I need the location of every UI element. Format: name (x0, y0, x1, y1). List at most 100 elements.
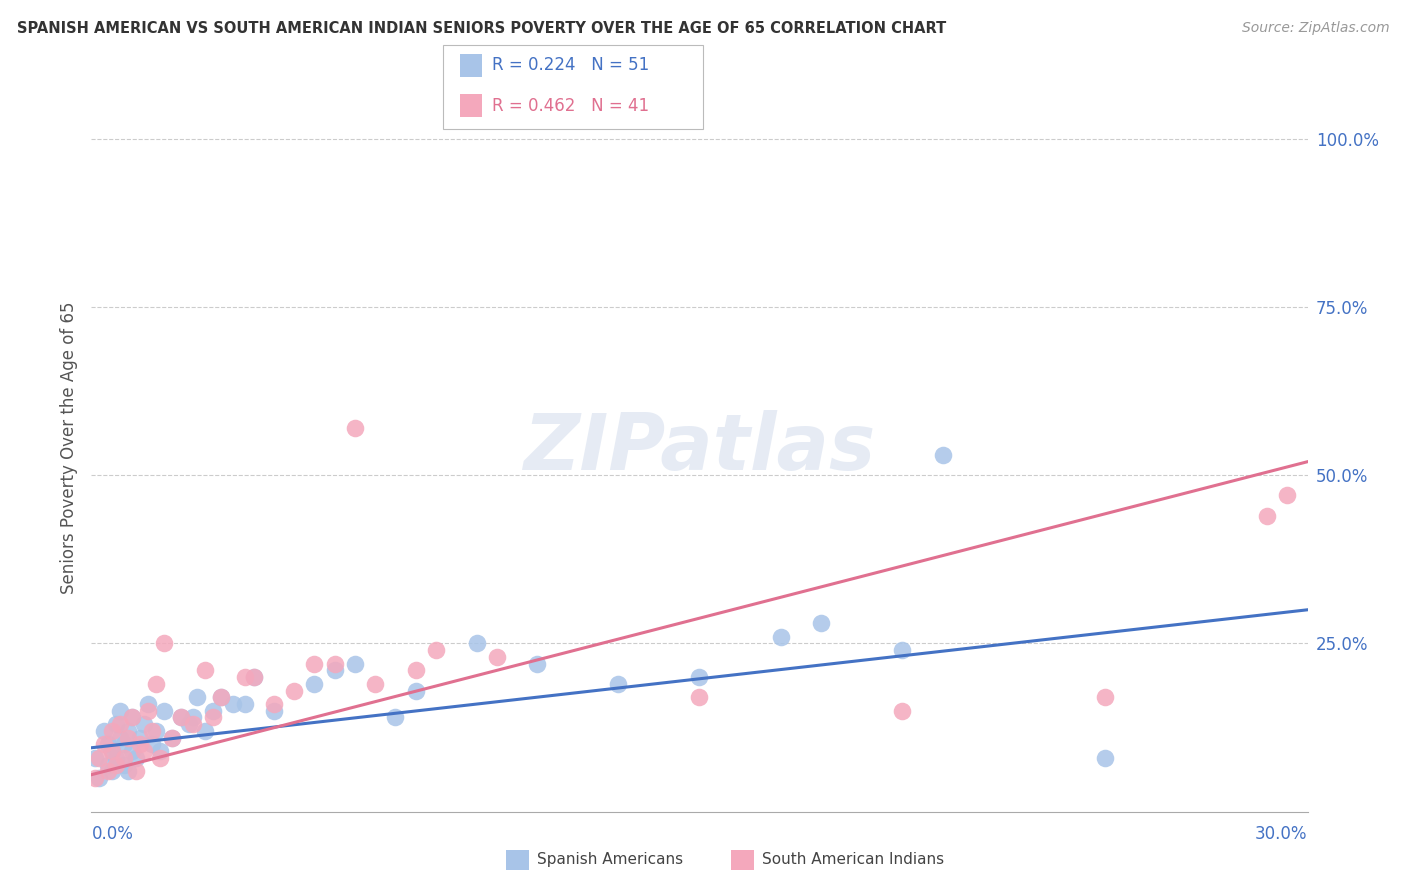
Point (84, 771, 107, 785)
Point (129, 731, 152, 745)
Point (1277, 488, 1299, 502)
Point (121, 744, 143, 758)
Point (323, 657, 346, 671)
Point (104, 751, 127, 765)
Point (235, 670, 257, 684)
Point (323, 664, 346, 678)
Point (93, 723, 115, 738)
Point (425, 643, 447, 657)
Point (100, 723, 122, 738)
Point (242, 670, 264, 684)
Point (209, 690, 232, 705)
Point (162, 731, 184, 745)
Point (112, 751, 135, 765)
Point (304, 657, 326, 671)
Point (129, 738, 152, 752)
Point (141, 738, 163, 752)
Point (343, 421, 366, 435)
Point (209, 690, 232, 705)
Point (384, 710, 406, 724)
Point (304, 677, 326, 691)
Point (145, 723, 167, 738)
Point (117, 723, 139, 738)
Point (364, 677, 387, 691)
Point (108, 731, 131, 745)
Point (169, 710, 191, 724)
Point (181, 717, 204, 731)
Point (121, 710, 143, 724)
Point (194, 723, 217, 738)
Point (121, 710, 143, 724)
Text: SPANISH AMERICAN VS SOUTH AMERICAN INDIAN SENIORS POVERTY OVER THE AGE OF 65 COR: SPANISH AMERICAN VS SOUTH AMERICAN INDIA… (17, 21, 946, 37)
Text: 30.0%: 30.0% (1256, 825, 1308, 843)
Y-axis label: Seniors Poverty Over the Age of 65: Seniors Poverty Over the Age of 65 (59, 302, 77, 594)
Point (526, 657, 548, 671)
Point (343, 657, 366, 671)
Point (100, 744, 122, 758)
Point (132, 717, 155, 731)
Point (202, 704, 225, 718)
Point (891, 704, 914, 718)
Point (242, 670, 264, 684)
Point (235, 697, 257, 711)
Point (84, 751, 107, 765)
Point (222, 697, 245, 711)
Point (263, 697, 285, 711)
Text: R = 0.462   N = 41: R = 0.462 N = 41 (492, 97, 650, 115)
Point (89, 771, 111, 785)
Point (141, 723, 163, 738)
Point (125, 751, 148, 765)
Point (1094, 690, 1116, 705)
Point (607, 677, 630, 691)
Point (186, 690, 208, 705)
Point (112, 757, 135, 772)
Point (810, 616, 832, 631)
Point (97, 738, 120, 752)
Point (153, 704, 176, 718)
Point (688, 670, 710, 684)
Point (117, 731, 139, 745)
Point (89, 751, 111, 765)
Point (108, 704, 131, 718)
Point (1094, 751, 1116, 765)
Point (405, 683, 427, 698)
Point (136, 697, 159, 711)
Point (891, 643, 914, 657)
Point (97, 764, 120, 779)
Text: ZIPatlas: ZIPatlas (523, 410, 876, 486)
Point (93, 738, 115, 752)
Point (97, 757, 120, 772)
Point (162, 731, 184, 745)
Point (104, 757, 127, 772)
Point (202, 710, 225, 724)
Point (125, 764, 148, 779)
Point (100, 764, 122, 779)
Point (149, 744, 172, 758)
Text: Source: ZipAtlas.com: Source: ZipAtlas.com (1241, 21, 1389, 36)
Point (263, 704, 285, 718)
Point (136, 704, 159, 718)
Text: R = 0.224   N = 51: R = 0.224 N = 51 (492, 56, 650, 74)
Point (112, 738, 135, 752)
Point (283, 683, 305, 698)
Point (145, 677, 167, 691)
Text: Spanish Americans: Spanish Americans (537, 853, 683, 867)
Text: 0.0%: 0.0% (91, 825, 134, 843)
Point (931, 448, 953, 462)
Point (104, 717, 127, 731)
Point (1256, 508, 1278, 523)
Point (465, 636, 488, 650)
Point (194, 664, 217, 678)
Point (132, 744, 155, 758)
Point (149, 751, 172, 765)
Point (117, 764, 139, 779)
Point (100, 744, 122, 758)
Point (769, 630, 792, 644)
Point (169, 710, 191, 724)
Text: South American Indians: South American Indians (762, 853, 945, 867)
Point (485, 649, 508, 664)
Point (177, 717, 200, 731)
Point (153, 636, 176, 650)
Point (405, 664, 427, 678)
Point (108, 717, 131, 731)
